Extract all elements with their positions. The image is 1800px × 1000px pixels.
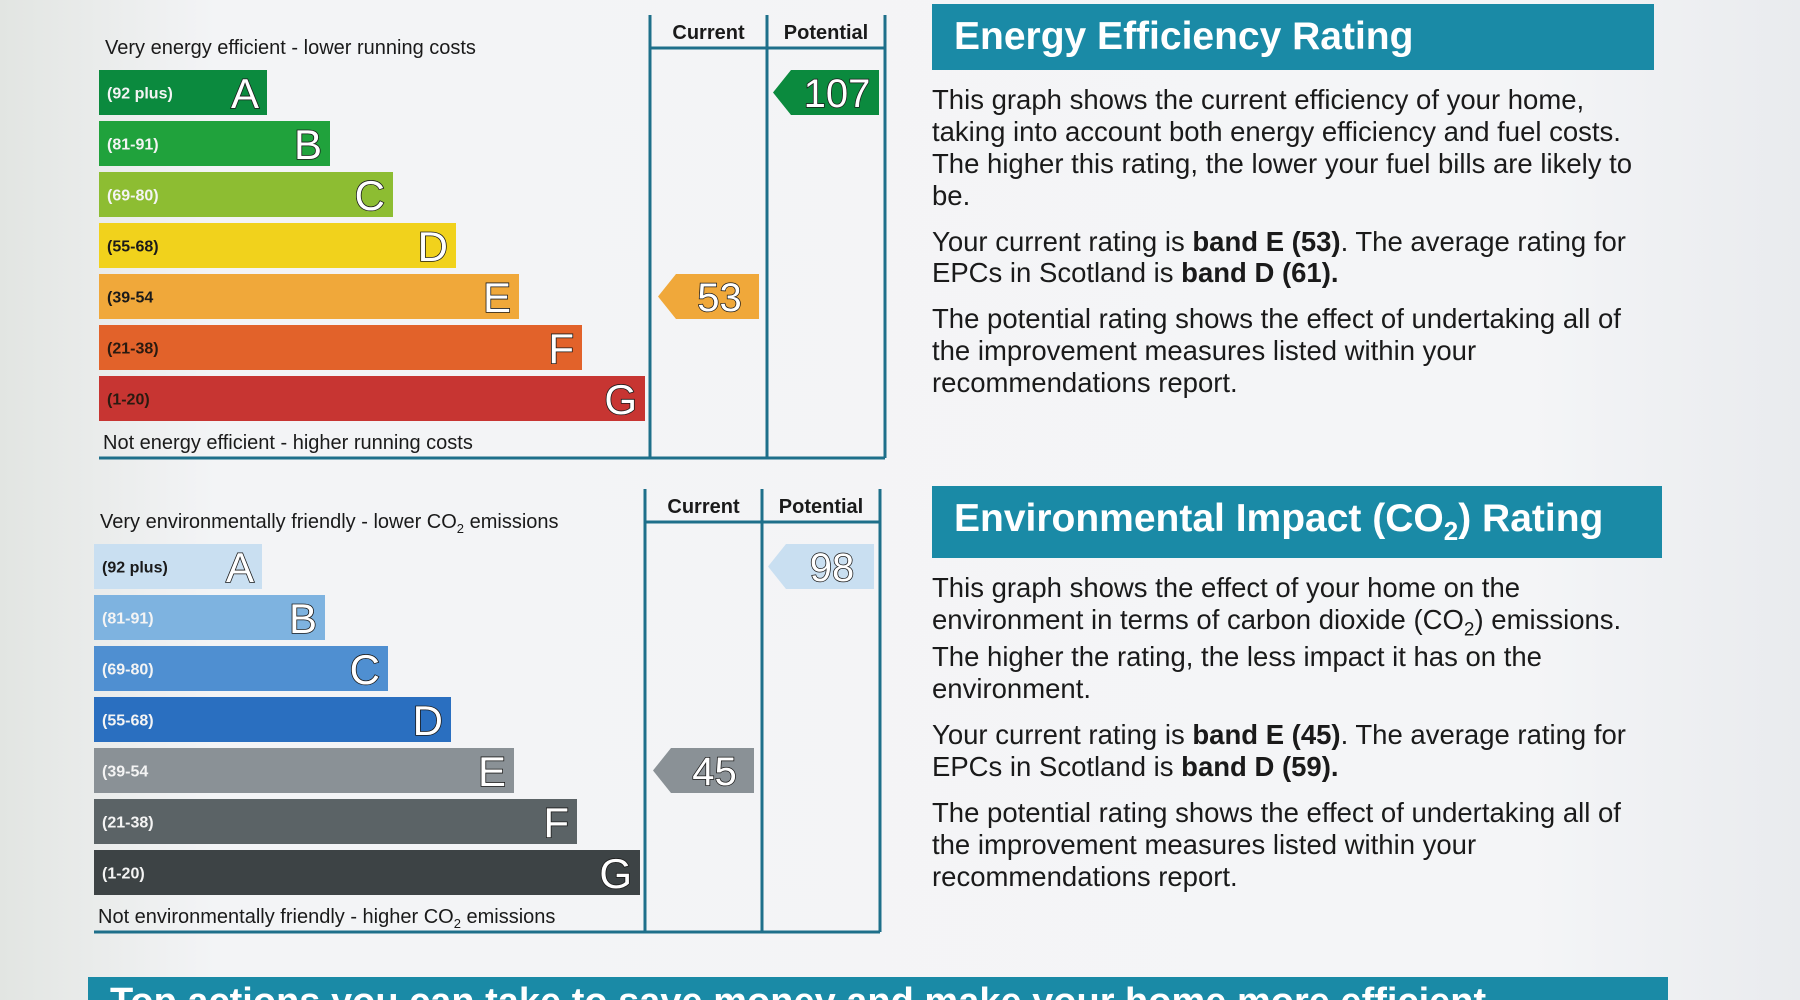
energy-band-c-letter: C — [355, 172, 385, 219]
env-p1-sub: 2 — [1463, 619, 1475, 641]
energy-band-d-letter: D — [418, 223, 448, 270]
energy-efficiency-title: Energy Efficiency Rating — [932, 4, 1654, 70]
env-bottom-label: Not environmentally friendly - higher CO… — [98, 906, 555, 931]
env-band-b-letter: B — [289, 595, 317, 642]
env-band-b-bar — [94, 595, 325, 640]
env-band-f-bar — [94, 799, 577, 844]
env-top-label-text: Very environmentally friendly - lower CO — [100, 511, 457, 533]
env-title-sub: 2 — [1443, 515, 1459, 546]
energy-band-f-range: (21-38) — [107, 341, 159, 358]
energy-efficiency-chart: Very energy efficient - lower running co… — [95, 10, 895, 470]
energy-band-e-letter: E — [483, 274, 511, 321]
environmental-impact-title: Environmental Impact (CO2) Rating — [932, 486, 1662, 558]
env-current-value: 45 — [692, 750, 737, 794]
energy-band-g-letter: G — [604, 376, 637, 423]
env-band-f-letter: F — [543, 799, 569, 846]
env-rating-text-c: . The average rating for EPCs in Scotlan… — [932, 719, 1626, 782]
energy-potential-arrow — [773, 70, 879, 115]
env-header-current: Current — [667, 496, 740, 518]
env-potential-value: 98 — [810, 546, 855, 590]
energy-band-b-bar — [99, 121, 330, 166]
energy-band-f-bar — [99, 325, 582, 370]
env-band-a-range: (92 plus) — [102, 560, 168, 577]
energy-header-current: Current — [672, 22, 745, 44]
energy-rating-text-c: . The average rating for EPCs in Scotlan… — [932, 225, 1626, 289]
env-band-e-bar — [94, 748, 514, 793]
energy-current-band: band E (53) — [1192, 225, 1341, 257]
env-current-arrow — [653, 748, 754, 793]
env-top-label: Very environmentally friendly - lower CO… — [100, 511, 559, 536]
env-p1-a: This graph shows the effect of your home… — [932, 571, 1521, 635]
env-rating-text-a: Your current rating is — [932, 719, 1193, 750]
env-bottom-label-text: Not environmentally friendly - higher CO — [98, 906, 454, 928]
env-band-d-bar — [94, 697, 451, 742]
energy-band-c-bar — [99, 172, 393, 217]
env-header-potential: Potential — [779, 496, 863, 518]
environmental-impact-description: This graph shows the effect of your home… — [932, 572, 1662, 705]
env-band-b-range: (81-91) — [102, 611, 154, 628]
energy-bottom-label-text: Not energy efficient - higher running co… — [103, 432, 473, 454]
energy-band-c-range: (69-80) — [107, 188, 159, 205]
energy-band-d-bar — [99, 223, 456, 268]
energy-average-band: band D (61). — [1181, 257, 1339, 289]
energy-band-a-letter: A — [231, 70, 259, 117]
environmental-impact-chart-svg: Very environmentally friendly - lower CO… — [94, 489, 882, 934]
energy-band-e-bar — [99, 274, 519, 319]
env-band-c-range: (69-80) — [102, 662, 154, 679]
env-band-d-letter: D — [413, 697, 443, 744]
env-band-c-bar — [94, 646, 388, 691]
env-band-d-range: (55-68) — [102, 713, 154, 730]
bottom-banner: Top actions you can take to save money a… — [88, 977, 1668, 1000]
env-title-b: ) Rating — [1458, 497, 1604, 540]
energy-band-b-range: (81-91) — [107, 137, 159, 154]
env-band-g-letter: G — [599, 850, 632, 897]
environmental-impact-panel: Environmental Impact (CO2) Rating This g… — [932, 486, 1662, 892]
energy-current-value: 53 — [697, 276, 742, 320]
env-potential-arrow — [768, 544, 874, 589]
env-top-label-tail: emissions — [464, 511, 558, 533]
energy-top-label: Very energy efficient - lower running co… — [105, 37, 476, 59]
energy-efficiency-current-rating: Your current rating is band E (53). The … — [932, 226, 1654, 290]
env-average-band: band D (59). — [1181, 750, 1339, 782]
energy-band-e-range: (39-54 — [107, 290, 153, 307]
energy-band-f-letter: F — [548, 325, 574, 372]
environmental-impact-chart: Very environmentally friendly - lower CO… — [90, 484, 890, 944]
energy-band-g-range: (1-20) — [107, 392, 150, 409]
env-bottom-label-sub: 2 — [454, 916, 461, 931]
energy-band-d-range: (55-68) — [107, 239, 159, 256]
energy-header-potential: Potential — [784, 22, 868, 44]
energy-band-b-letter: B — [294, 121, 322, 168]
energy-efficiency-panel: Energy Efficiency Rating This graph show… — [932, 4, 1654, 399]
environmental-impact-potential-note: The potential rating shows the effect of… — [932, 796, 1621, 892]
env-band-a-bar — [94, 544, 262, 589]
env-band-g-bar — [94, 850, 640, 895]
environmental-impact-current-rating: Your current rating is band E (45). The … — [932, 719, 1662, 783]
energy-band-a-range: (92 plus) — [107, 86, 173, 103]
energy-rating-text-a: Your current rating is — [932, 225, 1193, 257]
energy-bottom-label: Not energy efficient - higher running co… — [103, 432, 473, 454]
energy-efficiency-potential-note: The potential rating shows the effect of… — [932, 303, 1621, 399]
env-band-a-letter: A — [226, 544, 254, 591]
env-top-label-sub: 2 — [457, 521, 464, 536]
env-band-f-range: (21-38) — [102, 815, 154, 832]
energy-band-g-bar — [99, 376, 645, 421]
bottom-banner-text: Top actions you can take to save money a… — [110, 983, 1486, 1000]
env-current-band: band E (45) — [1192, 719, 1341, 750]
env-band-e-range: (39-54 — [102, 764, 148, 781]
energy-efficiency-description: This graph shows the current efficiency … — [932, 84, 1633, 211]
env-band-g-range: (1-20) — [102, 866, 145, 883]
energy-top-label-text: Very energy efficient - lower running co… — [105, 37, 476, 59]
env-band-c-letter: C — [350, 646, 380, 693]
energy-band-a-bar — [99, 70, 267, 115]
env-bottom-label-tail: emissions — [461, 906, 555, 928]
env-band-e-letter: E — [478, 748, 506, 795]
energy-current-arrow — [658, 274, 759, 319]
env-p1-b: ) emissions. The higher the rating, the … — [932, 603, 1622, 705]
env-title-a: Environmental Impact (CO — [954, 497, 1444, 540]
energy-potential-value: 107 — [804, 72, 871, 116]
energy-efficiency-chart-svg: Very energy efficient - lower running co… — [99, 15, 887, 460]
